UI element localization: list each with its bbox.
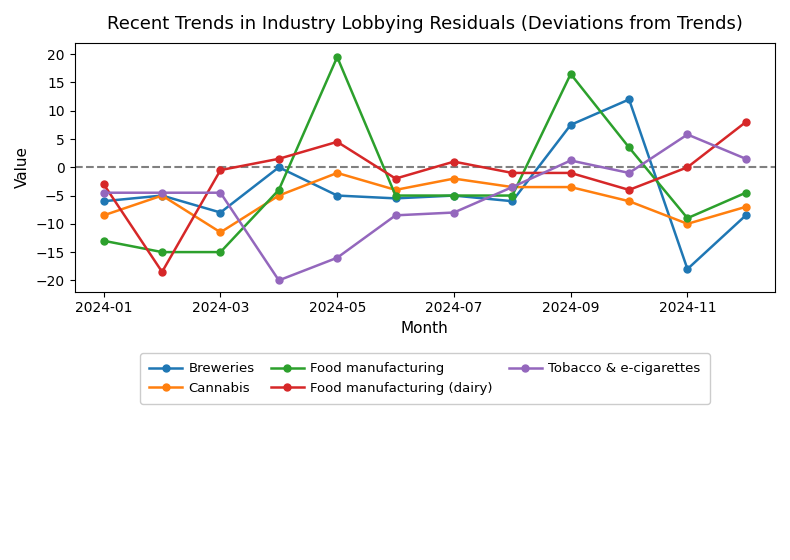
Cannabis	[508, 184, 517, 190]
Food manufacturing (dairy)	[508, 170, 517, 176]
Food manufacturing	[391, 192, 401, 199]
Food manufacturing (dairy)	[566, 170, 575, 176]
Tobacco & e-cigarettes	[157, 189, 167, 196]
Food manufacturing (dairy)	[99, 181, 108, 188]
Food manufacturing	[741, 189, 750, 196]
Breweries	[741, 212, 750, 219]
Y-axis label: Value: Value	[15, 146, 30, 188]
Food manufacturing	[99, 237, 108, 244]
Breweries	[274, 164, 284, 171]
Breweries	[216, 209, 225, 216]
Food manufacturing (dairy)	[450, 158, 459, 165]
Tobacco & e-cigarettes	[274, 277, 284, 284]
Tobacco & e-cigarettes	[333, 254, 342, 261]
Food manufacturing (dairy)	[157, 268, 167, 275]
Tobacco & e-cigarettes	[450, 209, 459, 216]
Breweries	[99, 198, 108, 204]
Food manufacturing	[157, 249, 167, 255]
Food manufacturing	[274, 186, 284, 193]
Cannabis	[450, 175, 459, 182]
Breweries	[566, 122, 575, 128]
Cannabis	[624, 198, 634, 204]
Cannabis	[99, 212, 108, 219]
Food manufacturing	[624, 144, 634, 151]
Tobacco & e-cigarettes	[683, 131, 692, 138]
Food manufacturing	[683, 215, 692, 222]
Food manufacturing (dairy)	[391, 175, 401, 182]
Cannabis	[566, 184, 575, 190]
Tobacco & e-cigarettes	[508, 184, 517, 190]
Cannabis	[216, 229, 225, 236]
Food manufacturing (dairy)	[333, 138, 342, 145]
Line: Tobacco & e-cigarettes: Tobacco & e-cigarettes	[100, 131, 749, 284]
Cannabis	[741, 203, 750, 210]
Cannabis	[683, 221, 692, 227]
Tobacco & e-cigarettes	[566, 157, 575, 164]
Cannabis	[274, 192, 284, 199]
Cannabis	[157, 192, 167, 199]
Tobacco & e-cigarettes	[99, 189, 108, 196]
Food manufacturing (dairy)	[741, 119, 750, 125]
Food manufacturing (dairy)	[624, 186, 634, 193]
Breweries	[508, 198, 517, 204]
X-axis label: Month: Month	[401, 321, 449, 336]
Food manufacturing	[450, 192, 459, 199]
Tobacco & e-cigarettes	[624, 170, 634, 176]
Tobacco & e-cigarettes	[391, 212, 401, 219]
Title: Recent Trends in Industry Lobbying Residuals (Deviations from Trends): Recent Trends in Industry Lobbying Resid…	[107, 15, 743, 33]
Line: Cannabis: Cannabis	[100, 170, 749, 236]
Food manufacturing	[333, 54, 342, 60]
Line: Food manufacturing (dairy): Food manufacturing (dairy)	[100, 119, 749, 276]
Tobacco & e-cigarettes	[741, 156, 750, 162]
Breweries	[450, 192, 459, 199]
Food manufacturing	[216, 249, 225, 255]
Food manufacturing	[508, 192, 517, 199]
Cannabis	[391, 186, 401, 193]
Food manufacturing (dairy)	[274, 156, 284, 162]
Food manufacturing	[566, 71, 575, 77]
Breweries	[683, 265, 692, 272]
Breweries	[333, 192, 342, 199]
Food manufacturing (dairy)	[216, 167, 225, 174]
Food manufacturing (dairy)	[683, 164, 692, 171]
Line: Breweries: Breweries	[100, 96, 749, 273]
Line: Food manufacturing: Food manufacturing	[100, 54, 749, 255]
Legend: Breweries, Cannabis, Food manufacturing, Food manufacturing (dairy), Tobacco & e: Breweries, Cannabis, Food manufacturing,…	[140, 353, 709, 404]
Breweries	[157, 192, 167, 199]
Tobacco & e-cigarettes	[216, 189, 225, 196]
Breweries	[624, 96, 634, 103]
Cannabis	[333, 170, 342, 176]
Breweries	[391, 195, 401, 202]
